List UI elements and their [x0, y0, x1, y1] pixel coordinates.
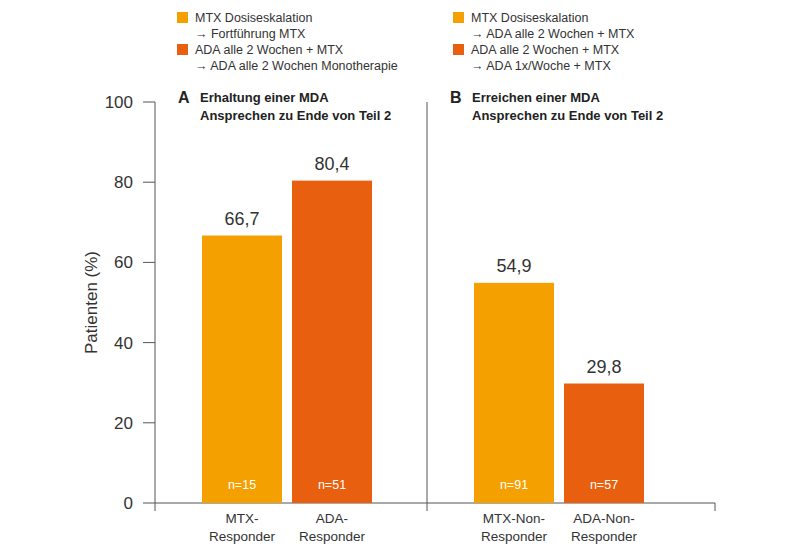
x-tick-label: ADA- Responder	[299, 511, 366, 544]
y-tick	[143, 422, 155, 423]
y-tick-label: 40	[114, 334, 133, 353]
data-label: 66,7	[224, 209, 259, 229]
text-line: ADA-	[316, 511, 348, 526]
text-line: Ansprechen zu Ende von Teil 2	[472, 108, 663, 123]
text-line: MTX-	[226, 511, 259, 526]
x-tick-label: ADA-Non- Responder	[571, 511, 638, 544]
n-label: n=15	[228, 478, 256, 492]
y-tick	[143, 182, 155, 183]
y-tick	[143, 102, 155, 103]
y-tick	[143, 262, 155, 263]
panel-label: A	[178, 89, 190, 106]
text-line: Responder	[571, 529, 638, 544]
y-axis	[155, 102, 156, 503]
n-label: n=57	[590, 478, 618, 492]
y-tick-label: 80	[114, 173, 133, 192]
legend-swatch	[453, 12, 464, 23]
text-line: MTX-Non-	[483, 511, 545, 526]
text-line: Ansprechen zu Ende von Teil 2	[200, 108, 391, 123]
text-line: ADA alle 2 Wochen + MTX	[195, 43, 344, 57]
bar	[564, 384, 644, 503]
bar	[292, 181, 372, 503]
data-label: 29,8	[586, 357, 621, 377]
legend-label: ADA alle 2 Wochen + MTX → ADA alle 2 Woch…	[195, 43, 398, 73]
y-tick-label: 100	[105, 93, 133, 112]
panel-label: B	[450, 89, 462, 106]
y-axis-label: Patienten (%)	[82, 251, 101, 354]
legend-label: MTX Dosiseskalation → ADA alle 2 Wochen +…	[471, 11, 635, 41]
y-tick	[143, 342, 155, 343]
x-tick	[715, 503, 716, 511]
y-tick-label: 60	[114, 253, 133, 272]
text-line: ADA-Non-	[573, 511, 635, 526]
x-tick	[427, 503, 428, 511]
x-tick	[155, 503, 156, 511]
text-line: → ADA 1x/Woche + MTX	[471, 59, 611, 73]
x-tick-label: MTX- Responder	[209, 511, 276, 544]
legend-label: ADA alle 2 Wochen + MTX → ADA 1x/Woche + …	[471, 43, 620, 73]
panel-title: Erreichen einer MDA Ansprechen zu Ende vo…	[472, 90, 663, 123]
data-label: 80,4	[314, 154, 349, 174]
bars	[202, 181, 644, 503]
text-line: Responder	[299, 529, 366, 544]
bar	[202, 236, 282, 503]
text-line: Erreichen einer MDA	[472, 90, 600, 105]
text-line: Erhaltung einer MDA	[200, 90, 329, 105]
data-label: 54,9	[496, 256, 531, 276]
text-line: MTX Dosiseskalation	[471, 11, 588, 25]
legend-swatch	[453, 44, 464, 55]
y-tick	[143, 503, 155, 504]
n-label: n=91	[500, 478, 528, 492]
text-line: Responder	[209, 529, 276, 544]
y-tick-label: 20	[114, 414, 133, 433]
chart: 0 20 40 60 80 100 Patienten (%) MTX Dosiseskala…	[0, 0, 800, 550]
text-line: MTX Dosiseskalation	[195, 11, 312, 25]
text-line: → Fortführung MTX	[195, 27, 306, 41]
legend-label: MTX Dosiseskalation → Fortführung MTX	[195, 11, 312, 41]
text-line: → ADA alle 2 Wochen Monotherapie	[195, 59, 398, 73]
y-tick-label: 0	[124, 494, 133, 513]
legend-swatch	[177, 12, 188, 23]
legend-swatch	[177, 44, 188, 55]
text-line: ADA alle 2 Wochen + MTX	[471, 43, 620, 57]
x-tick-label: MTX-Non- Responder	[481, 511, 548, 544]
n-label: n=51	[318, 478, 346, 492]
text-line: → ADA alle 2 Wochen + MTX	[471, 27, 635, 41]
bar	[474, 283, 554, 503]
panel-title: Erhaltung einer MDA Ansprechen zu Ende vo…	[200, 90, 391, 123]
text-line: Responder	[481, 529, 548, 544]
panel-separator	[427, 102, 428, 503]
